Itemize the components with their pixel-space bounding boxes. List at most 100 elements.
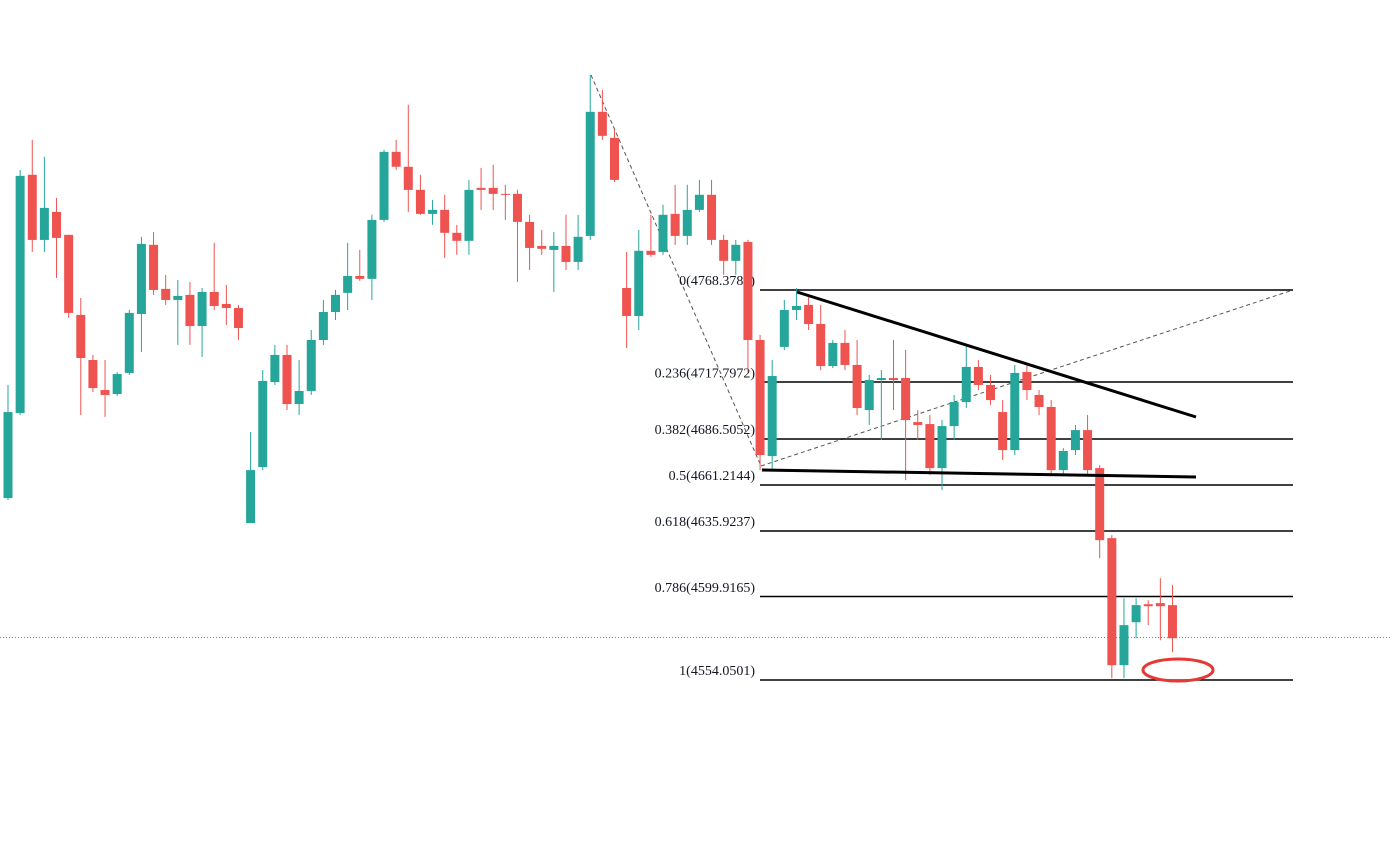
candle-body: [743, 241, 753, 341]
candle-body: [1155, 603, 1165, 607]
candle-body: [961, 366, 971, 403]
candle-body: [197, 291, 207, 326]
candle-body: [39, 207, 49, 240]
candle-body: [791, 305, 801, 310]
candle-body: [112, 374, 122, 395]
candle-body: [1046, 406, 1056, 471]
trend-line-dashed: [590, 74, 762, 467]
candle-body: [1119, 625, 1129, 666]
trend-line: [761, 468, 1197, 479]
highlight-ellipse: [1141, 657, 1215, 683]
candle-body: [136, 243, 146, 314]
candle-body: [719, 239, 729, 261]
candle-body: [901, 378, 911, 421]
candle-body: [852, 364, 862, 409]
candle-body: [525, 221, 535, 248]
fib-label: 0(4768.3787): [679, 274, 755, 289]
fib-label: 0.236(4717.7972): [655, 366, 756, 381]
candle-body: [88, 360, 98, 389]
candle-body: [1167, 605, 1177, 639]
candle-body: [76, 314, 86, 359]
candle-body: [221, 303, 231, 308]
candle-body: [415, 189, 425, 214]
candle-body: [185, 294, 195, 326]
candle-body: [161, 288, 171, 300]
candle-body: [973, 366, 983, 385]
candle-body: [52, 211, 62, 238]
candle-body: [15, 175, 25, 413]
candle-body: [694, 194, 704, 210]
candle-body: [258, 380, 268, 468]
fib-label: 0.618(4635.9237): [655, 515, 756, 530]
candle-body: [1034, 394, 1044, 407]
candle-body: [840, 342, 850, 365]
candle-body: [403, 166, 413, 190]
candle-body: [233, 307, 243, 328]
candle-body: [561, 245, 571, 262]
candle-body: [779, 309, 789, 347]
candle-body: [209, 291, 219, 306]
candle-body: [294, 390, 304, 405]
candle-body: [828, 342, 838, 367]
candle-body: [1107, 538, 1117, 666]
candle-body: [1131, 605, 1141, 623]
candle-body: [925, 424, 935, 469]
candle-body: [573, 236, 583, 262]
candle-body: [270, 354, 280, 383]
candle-body: [488, 187, 498, 194]
candle-body: [658, 214, 668, 252]
candles: [3, 74, 1177, 679]
candle-body: [986, 384, 996, 401]
candle-body: [682, 209, 692, 236]
candle-body: [379, 151, 389, 220]
fib-label: 0.786(4599.9165): [655, 581, 756, 596]
candle-body: [634, 250, 644, 316]
candle-body: [1022, 372, 1032, 391]
candle-body: [646, 250, 656, 255]
candle-body: [355, 275, 365, 279]
candle-body: [597, 111, 607, 136]
candle-body: [549, 245, 559, 250]
candle-body: [476, 187, 486, 190]
candle-body: [864, 380, 874, 411]
candle-body: [1083, 430, 1093, 471]
candle-body: [937, 426, 947, 469]
candle-body: [306, 340, 316, 391]
candle-body: [537, 245, 547, 249]
candle-body: [367, 219, 377, 279]
candle-body: [1070, 430, 1080, 451]
candle-body: [452, 232, 462, 241]
candle-body: [949, 402, 959, 427]
candle-body: [100, 390, 110, 395]
trend-line: [796, 290, 1197, 419]
candle-body: [1058, 450, 1068, 471]
candle-body: [767, 376, 777, 457]
candle-body: [1010, 372, 1020, 451]
candle-body: [149, 244, 159, 290]
candle-body: [512, 193, 522, 222]
candle-body: [318, 311, 328, 341]
candle-body: [3, 412, 13, 499]
fib-label: 0.5(4661.2144): [669, 469, 756, 484]
candle-body: [731, 244, 741, 261]
candle-body: [391, 151, 401, 167]
candle-body: [124, 312, 134, 373]
candle-body: [282, 354, 292, 405]
candle-body: [610, 137, 619, 180]
candle-body: [246, 470, 256, 524]
candle-body: [998, 412, 1008, 451]
candle-body: [173, 295, 183, 300]
candle-body: [585, 111, 595, 236]
candle-body: [816, 323, 826, 367]
candle-body: [670, 213, 680, 236]
candle-body: [464, 189, 474, 241]
fib-label: 0.382(4686.5052): [655, 423, 756, 438]
candle-body: [913, 422, 923, 425]
candle-body: [622, 287, 632, 316]
candle-body: [1143, 604, 1153, 607]
candle-body: [331, 294, 341, 312]
candle-body: [876, 378, 886, 381]
candle-body: [64, 234, 74, 313]
candle-body: [707, 194, 717, 240]
